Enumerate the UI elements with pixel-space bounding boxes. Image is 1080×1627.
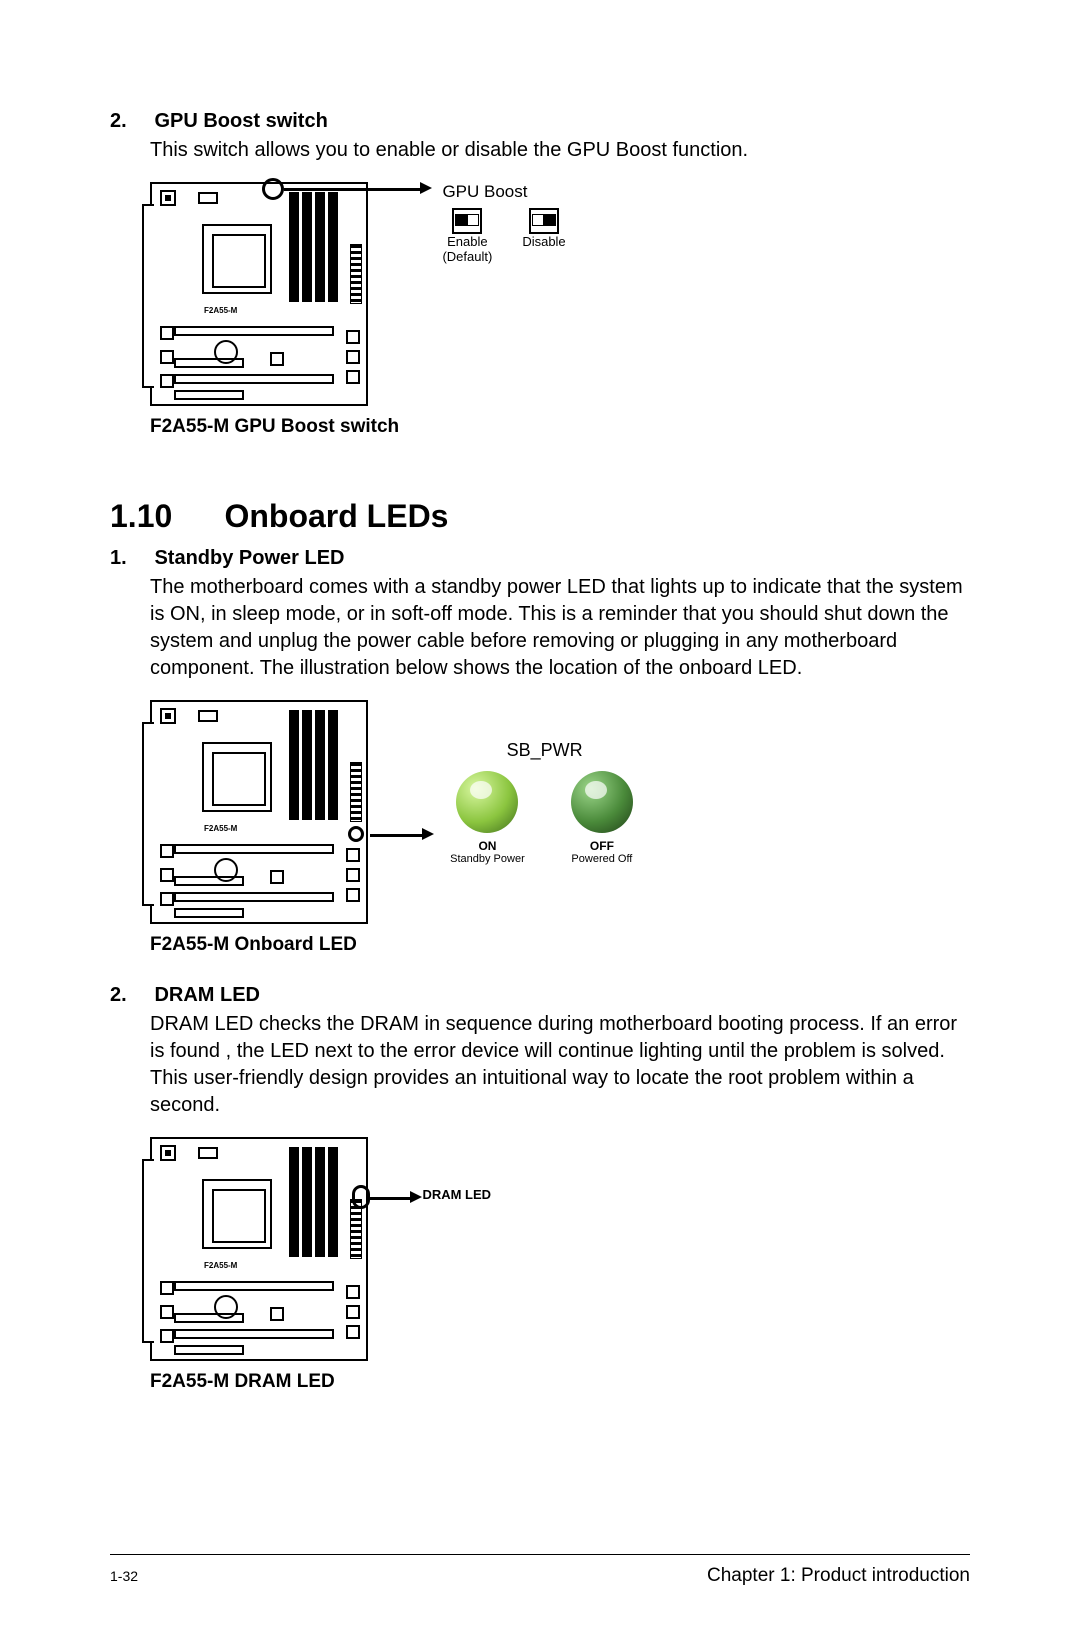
item-number: 1. [110,547,150,570]
figure-dram-led: F2A55-M DRAM LED [150,1137,970,1361]
figure-caption: F2A55-M DRAM LED [150,1371,970,1393]
on-sublabel: Standby Power [432,853,542,865]
figure-caption: F2A55-M Onboard LED [150,934,970,956]
figure-standby-led: F2A55-M SB_PWR [150,700,970,924]
default-label: (Default) [442,249,492,264]
figure-caption: F2A55-M GPU Boost switch [150,416,970,438]
section-title: Onboard LEDs [224,498,448,534]
section-standby-led: 1. Standby Power LED The motherboard com… [110,547,970,956]
item-title: Standby Power LED [154,547,344,569]
page-footer: 1-32 Chapter 1: Product introduction [110,1565,970,1587]
gpu-boost-annotation: GPU Boost Enable (Default) Disable [442,182,565,264]
chapter-label: Chapter 1: Product introduction [707,1565,970,1587]
switch-enable-icon [452,208,482,234]
item-number: 2. [110,984,150,1007]
footer-divider [110,1554,970,1555]
section-dram-led: 2. DRAM LED DRAM LED checks the DRAM in … [110,984,970,1393]
section-number: 1.10 [110,498,220,535]
motherboard-diagram: F2A55-M [150,182,368,406]
manual-page: 2. GPU Boost switch This switch allows y… [0,0,1080,1627]
item-title: DRAM LED [154,984,260,1006]
page-number: 1-32 [110,1568,138,1584]
sbpwr-annotation: SB_PWR ON Standby Power OFF Powered Off [432,740,656,865]
callout-circle [352,1185,370,1209]
annot-title: GPU Boost [442,182,565,202]
off-label: OFF [547,839,657,853]
section-gpu-boost: 2. GPU Boost switch This switch allows y… [110,110,970,438]
callout-circle [262,178,284,200]
on-label: ON [432,839,542,853]
motherboard-diagram: F2A55-M [150,700,368,924]
led-off-icon [571,771,633,833]
item-number: 2. [110,110,150,133]
section-heading: 1.10 Onboard LEDs [110,498,970,535]
enable-label: Enable [442,234,492,249]
motherboard-diagram: F2A55-M [150,1137,368,1361]
callout-circle [348,826,364,842]
item-body: The motherboard comes with a standby pow… [150,574,970,682]
figure-gpu-boost: F2A55-M GPU Boost [150,182,970,406]
dram-led-label: DRAM LED [422,1187,491,1202]
item-body: This switch allows you to enable or disa… [150,137,970,164]
off-sublabel: Powered Off [547,853,657,865]
led-on-icon [456,771,518,833]
disable-label: Disable [522,234,565,249]
sbpwr-title: SB_PWR [432,740,656,761]
switch-disable-icon [529,208,559,234]
item-body: DRAM LED checks the DRAM in sequence dur… [150,1011,970,1119]
item-title: GPU Boost switch [154,110,327,132]
